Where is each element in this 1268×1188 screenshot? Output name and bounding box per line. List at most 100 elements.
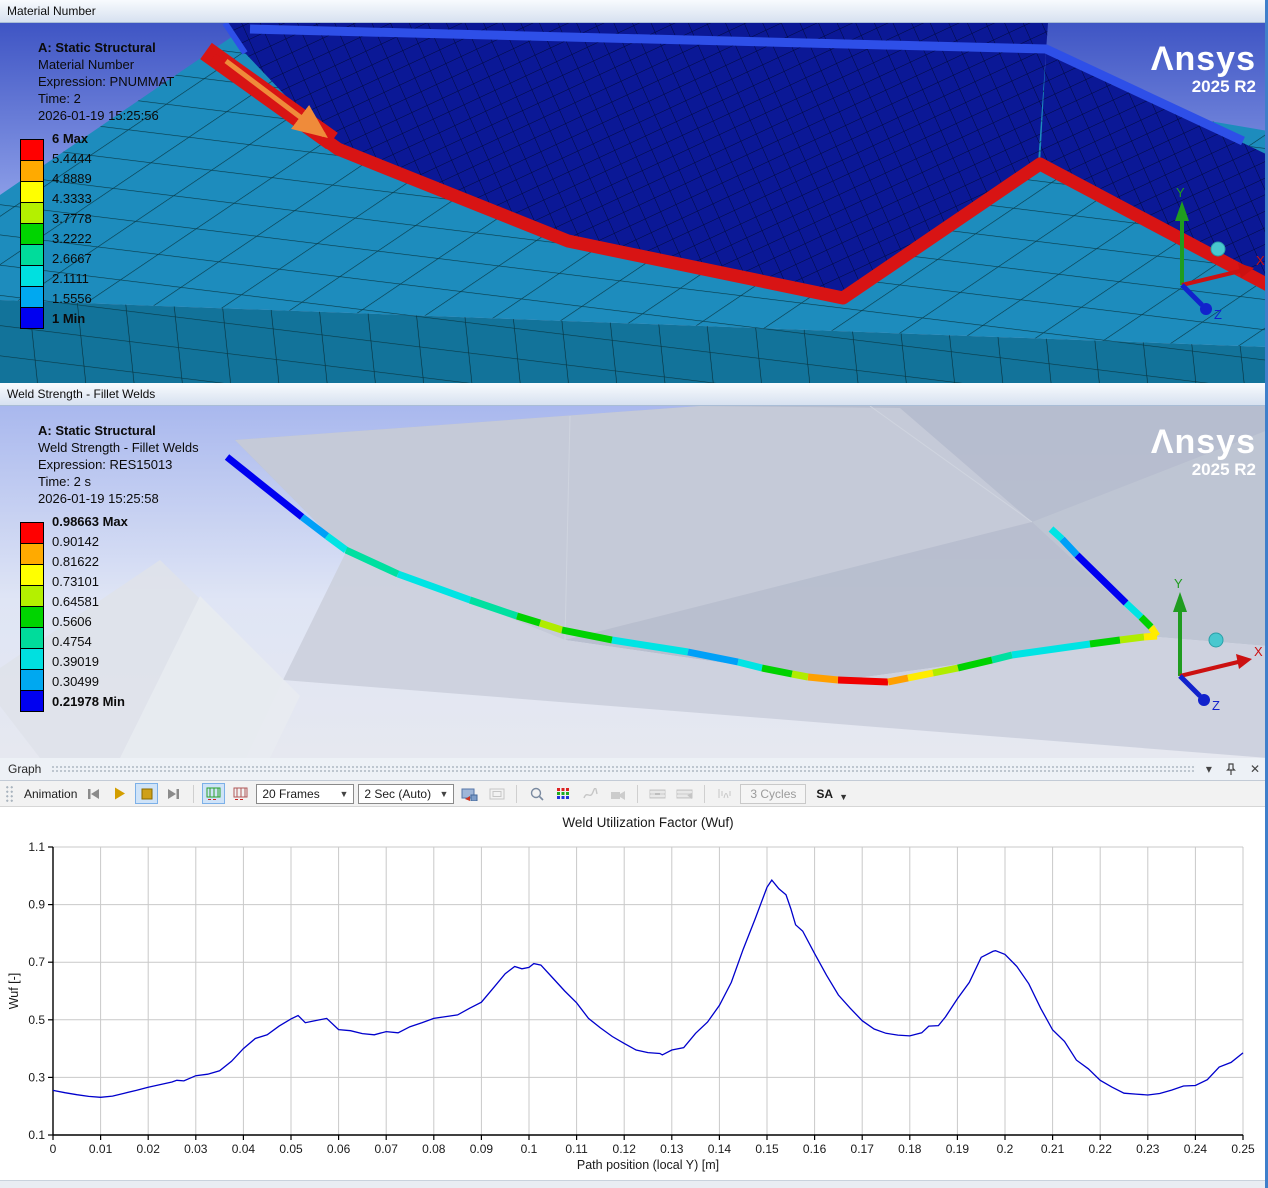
rgb-grid-button[interactable] [552, 783, 575, 804]
legend-weld: 0.98663 Max 0.90142 0.81622 0.73101 0.64581 0… [20, 513, 160, 728]
legend-label: 3.2222 [52, 231, 92, 246]
pane-title-weld[interactable]: Weld Strength - Fillet Welds [0, 383, 1268, 406]
duration-select[interactable]: 2 Sec (Auto) ▼ [358, 783, 455, 804]
triad-y-label: Y [1174, 576, 1183, 591]
animation-play-button[interactable] [108, 783, 131, 804]
toolbar-grip-handle[interactable] [5, 784, 14, 803]
export-video-button[interactable] [458, 783, 481, 804]
cycles-input[interactable]: 3 Cycles [740, 783, 807, 804]
camera-button[interactable] [606, 783, 629, 804]
y-tick-label: 0.5 [28, 1013, 45, 1027]
viewport-material[interactable]: A: Static Structural Material Number Exp… [0, 23, 1268, 383]
graph-pane-header[interactable]: Graph ▾ ✕ [0, 758, 1268, 781]
legend-label: 1.5556 [52, 291, 92, 306]
animation-skip-start-button[interactable] [81, 783, 104, 804]
x-tick-label: 0.08 [422, 1142, 446, 1156]
status-strip [0, 1180, 1268, 1188]
toolbar-separator [637, 784, 639, 803]
viewport-weld[interactable]: A: Static Structural Weld Strength - Fil… [0, 406, 1268, 758]
timestamp: 2026-01-19 15:25:56 [38, 108, 159, 123]
legend-label: 0.5606 [52, 614, 92, 629]
graph-pane-title: Graph [8, 762, 42, 776]
toolbar-separator [704, 784, 706, 803]
weld-path-segment [1074, 552, 1129, 606]
x-tick-label: 0.21 [1041, 1142, 1065, 1156]
y-tick-label: 0.7 [28, 955, 45, 969]
result-sets-mode-button[interactable] [202, 783, 226, 804]
weld-path-segment [991, 651, 1013, 664]
legend-label: 0.39019 [52, 654, 99, 669]
sa-button[interactable]: SA [816, 786, 834, 801]
film-preview-button[interactable] [485, 783, 508, 804]
legend-label: 4.8889 [52, 171, 92, 186]
legend-band [21, 691, 43, 711]
translucent-solid [0, 406, 1268, 758]
x-tick-label: 0.2 [997, 1142, 1014, 1156]
weld-path-segment [932, 664, 959, 677]
x-tick-label: 0.1 [521, 1142, 538, 1156]
filmstrip-export-button[interactable] [673, 783, 696, 804]
curve-fit-button[interactable] [579, 783, 602, 804]
weld-path-segment [807, 673, 839, 684]
pin-icon[interactable] [1225, 762, 1236, 776]
animation-label: Animation [24, 786, 78, 801]
x-tick-label: 0.04 [232, 1142, 256, 1156]
legend-band [21, 161, 43, 182]
animation-stop-button[interactable] [135, 783, 159, 804]
pane-title-material[interactable]: Material Number [0, 0, 1268, 23]
legend-band [21, 266, 43, 287]
close-icon[interactable]: ✕ [1249, 762, 1260, 776]
x-tick-label: 0.06 [327, 1142, 351, 1156]
ansys-brand-text: Λnsys [1150, 423, 1256, 461]
weld-path-segment [1123, 600, 1144, 620]
weld-path-segment [561, 626, 613, 644]
chevron-down-icon[interactable]: ▼ [839, 791, 848, 802]
legend-band [21, 523, 43, 544]
x-tick-label: 0.23 [1136, 1142, 1160, 1156]
triad-z-label: Z [1212, 698, 1220, 713]
weld-path-segment [837, 676, 889, 686]
expression: Expression: PNUMMAT [38, 74, 175, 89]
window-right-edge [1265, 0, 1268, 1188]
orientation-triad[interactable]: Y X Z [1128, 576, 1268, 716]
legend-band [21, 628, 43, 649]
weld-direction-arrow [224, 59, 328, 139]
legend-band [21, 544, 43, 565]
legend-label: 0.4754 [52, 634, 92, 649]
cycle-range-button[interactable] [713, 783, 736, 804]
frames-select[interactable]: 20 Frames ▼ [256, 783, 355, 804]
weld-path-segment [299, 514, 330, 539]
toolbar-separator [516, 784, 518, 803]
weld-path-segment [887, 674, 909, 686]
time-value: Time: 2 s [38, 474, 91, 489]
weld-path-segment [761, 664, 793, 678]
window-menu-icon[interactable]: ▾ [1205, 762, 1212, 776]
legend-color-bar [20, 522, 44, 712]
y-tick-label: 0.3 [28, 1070, 45, 1084]
x-tick-label: 0.12 [613, 1142, 637, 1156]
ansys-brand-text: Λnsys [1150, 40, 1256, 78]
legend-band [21, 203, 43, 224]
x-tick-label: 0.03 [184, 1142, 208, 1156]
material-3d-scene[interactable] [0, 23, 1268, 383]
weld-3d-scene[interactable] [0, 406, 1268, 758]
wuf-chart[interactable]: 0 0.01 0.02 0.03 0.04 0.05 0.06 0.07 0.08 0.09 0.1… [0, 807, 1268, 1180]
filmstrip-button[interactable] [646, 783, 669, 804]
weld-path-segment [611, 636, 689, 656]
legend-band [21, 140, 43, 161]
weld-path-segment [1119, 633, 1145, 644]
wuf-chart-panel: 0 0.01 0.02 0.03 0.04 0.05 0.06 0.07 0.08 0.09 0.1… [0, 807, 1268, 1180]
orientation-triad[interactable]: Y X Z [1130, 185, 1268, 325]
legend-label: 2.1111 [52, 271, 89, 286]
x-tick-label: 0.13 [660, 1142, 684, 1156]
chart-x-axis-label: Path position (local Y) [m] [577, 1158, 719, 1172]
animation-skip-end-button[interactable] [162, 783, 185, 804]
weld-path-segment [1148, 625, 1160, 638]
weld-result-path [224, 454, 1160, 686]
zoom-fit-chart-button[interactable] [525, 783, 548, 804]
triad-z-label: Z [1214, 307, 1222, 322]
x-tick-label: 0.09 [470, 1142, 494, 1156]
time-decay-mode-button[interactable] [229, 783, 252, 804]
timestamp: 2026-01-19 15:25:58 [38, 491, 159, 506]
pane-title-weld-label: Weld Strength - Fillet Welds [7, 387, 156, 401]
